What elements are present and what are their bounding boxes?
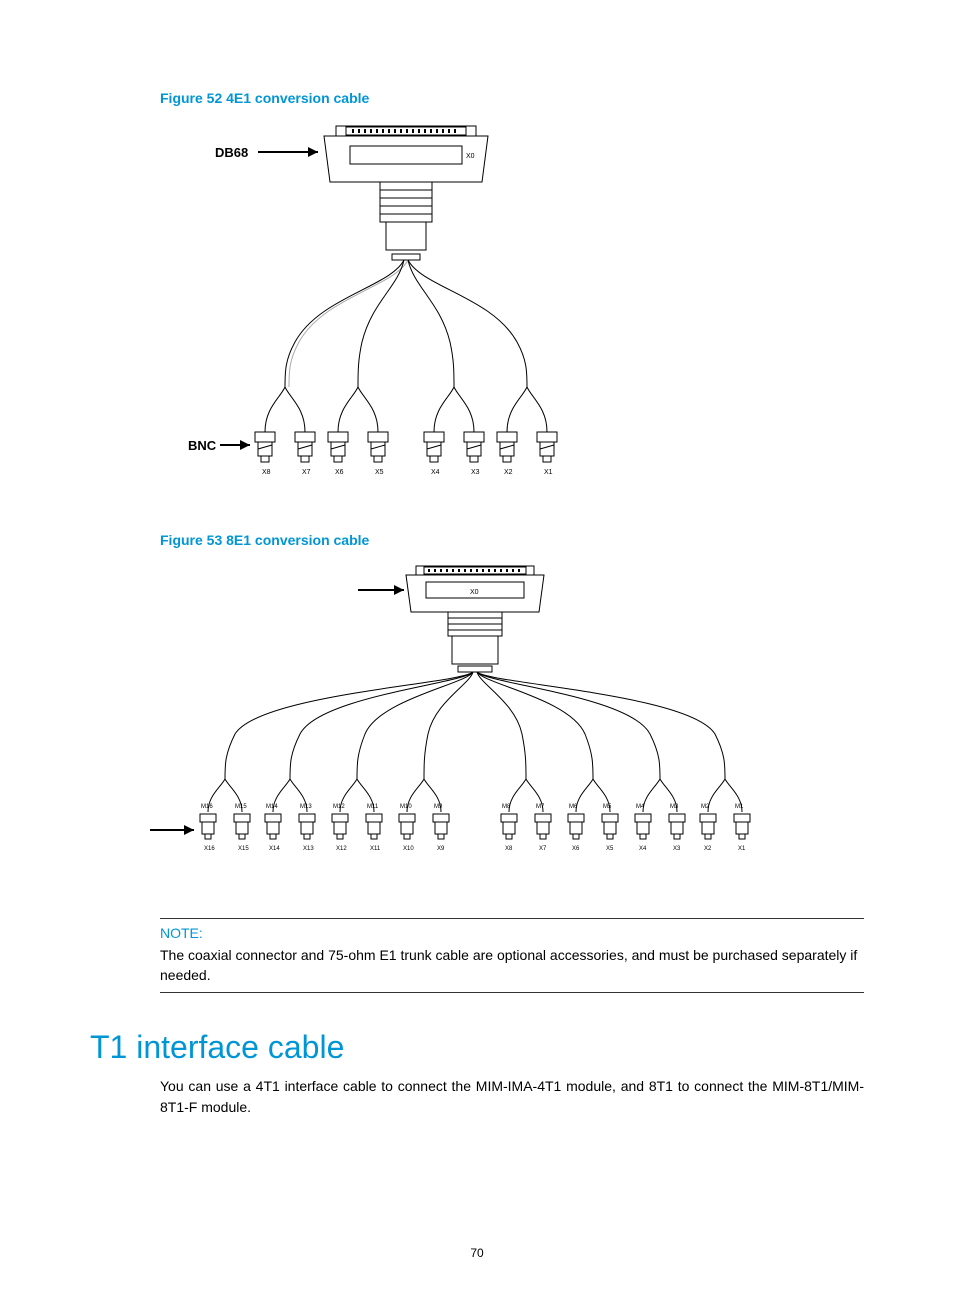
svg-text:M12: M12 — [333, 804, 345, 810]
fanout-8e1 — [208, 672, 742, 812]
svg-text:X4: X4 — [639, 846, 647, 852]
bnc-label: BNC — [188, 438, 217, 453]
svg-text:X14: X14 — [269, 846, 280, 852]
figure-52-caption: Figure 52 4E1 conversion cable — [160, 90, 864, 106]
figure-53-caption: Figure 53 8E1 conversion cable — [160, 532, 864, 548]
section-body: You can use a 4T1 interface cable to con… — [160, 1076, 864, 1119]
svg-text:M9: M9 — [434, 804, 443, 810]
bnc-labels-8e1: X16 X15 X14 X13 X12 X11 X10 X9 X8 X7 X6 … — [204, 846, 746, 852]
figure-53: Figure 53 8E1 conversion cable — [90, 532, 864, 894]
svg-text:X3: X3 — [673, 846, 681, 852]
svg-text:M1: M1 — [735, 804, 744, 810]
db68-mark-x0-8e1: X0 — [470, 589, 479, 596]
svg-text:X15: X15 — [238, 846, 249, 852]
svg-text:X2: X2 — [704, 846, 712, 852]
svg-text:X7: X7 — [302, 469, 311, 476]
svg-text:M3: M3 — [670, 804, 679, 810]
svg-text:M10: M10 — [400, 804, 412, 810]
svg-text:X1: X1 — [544, 469, 553, 476]
svg-text:X5: X5 — [606, 846, 614, 852]
fanout-4e1 — [265, 260, 547, 432]
svg-text:X13: X13 — [303, 846, 314, 852]
svg-text:X6: X6 — [572, 846, 580, 852]
db68-connector: X0 — [324, 126, 488, 260]
note-block: NOTE: The coaxial connector and 75-ohm E… — [160, 918, 864, 993]
svg-text:X12: X12 — [336, 846, 347, 852]
svg-text:X5: X5 — [375, 469, 384, 476]
pair-labels-8e1: M16 M15 M14 M13 M12 M11 M10 M9 M8 M7 M6 … — [201, 804, 744, 810]
svg-text:M4: M4 — [636, 804, 645, 810]
figure-53-diagram: X0 — [90, 554, 850, 894]
page-number: 70 — [0, 1246, 954, 1260]
svg-text:M16: M16 — [201, 804, 213, 810]
svg-text:X3: X3 — [471, 469, 480, 476]
svg-text:X11: X11 — [370, 846, 381, 852]
svg-text:X2: X2 — [504, 469, 513, 476]
svg-text:X10: X10 — [403, 846, 414, 852]
bnc-row-8e1 — [200, 814, 750, 839]
svg-text:X8: X8 — [262, 469, 271, 476]
db68-mark-x0: X0 — [466, 153, 475, 160]
svg-text:M6: M6 — [569, 804, 578, 810]
svg-text:M15: M15 — [235, 804, 247, 810]
svg-text:M14: M14 — [266, 804, 278, 810]
svg-text:X1: X1 — [738, 846, 746, 852]
figure-52: Figure 52 4E1 conversion cable DB68 — [90, 90, 864, 512]
section-heading: T1 interface cable — [90, 1029, 864, 1066]
db68-connector-8e1: X0 — [406, 566, 544, 672]
svg-text:M7: M7 — [536, 804, 545, 810]
svg-text:X16: X16 — [204, 846, 215, 852]
svg-text:M5: M5 — [603, 804, 612, 810]
bnc-row-4e1 — [255, 432, 557, 462]
svg-text:X6: X6 — [335, 469, 344, 476]
svg-text:M11: M11 — [367, 804, 379, 810]
svg-text:X4: X4 — [431, 469, 440, 476]
svg-text:X7: X7 — [539, 846, 547, 852]
note-text: The coaxial connector and 75-ohm E1 trun… — [160, 945, 864, 986]
bnc-labels-4e1: X8 X7 X6 X5 X4 X3 X2 X1 — [262, 469, 553, 476]
svg-text:X9: X9 — [437, 846, 445, 852]
svg-text:M2: M2 — [701, 804, 710, 810]
db68-label: DB68 — [215, 145, 248, 160]
figure-52-diagram: DB68 X0 — [90, 112, 650, 512]
svg-text:M13: M13 — [300, 804, 312, 810]
svg-text:X8: X8 — [505, 846, 513, 852]
svg-text:M8: M8 — [502, 804, 511, 810]
note-label: NOTE: — [160, 925, 864, 941]
